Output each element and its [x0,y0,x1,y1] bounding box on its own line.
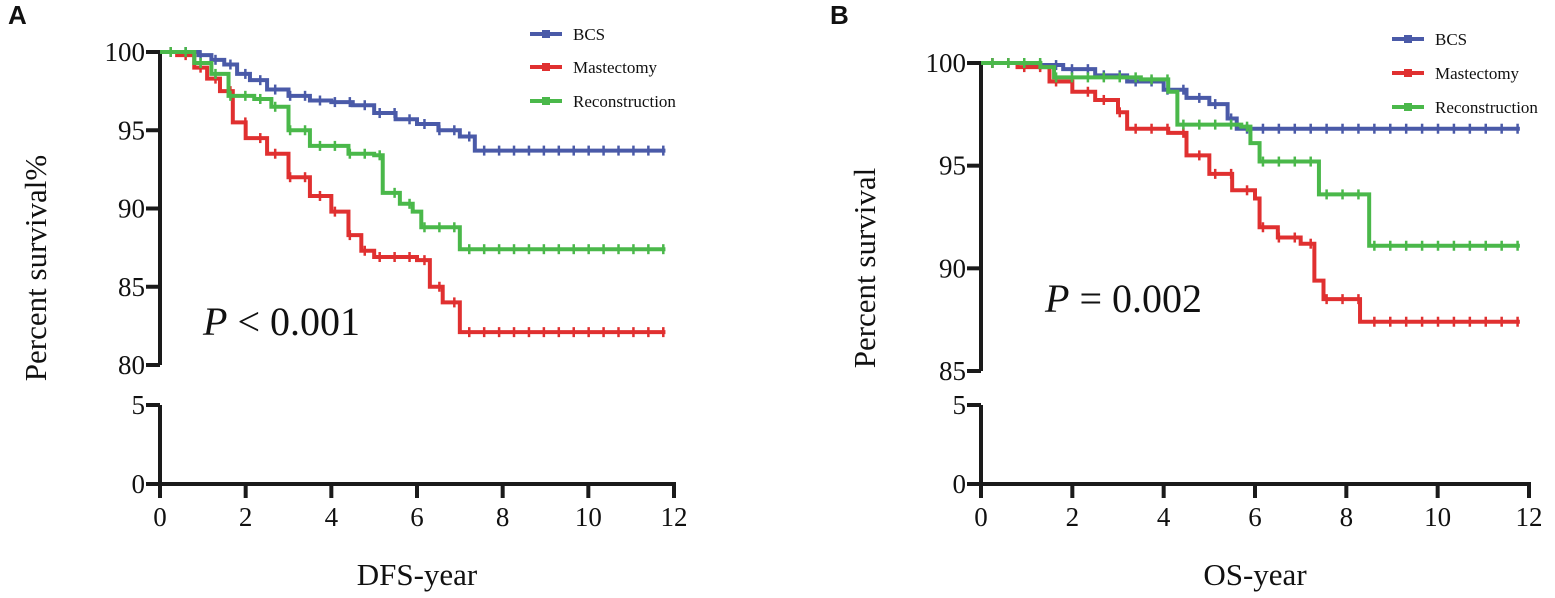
chart-panel-b: 85 90 95 100 0 5 0 2 4 6 8 10 12 OS-year Percent survi… [847,30,1543,592]
x-tick-label: 4 [1157,502,1171,532]
y-tick-label: 85 [118,272,145,302]
y-axis-title: Percent survival% [18,155,53,381]
legend-marker-reconstruction [1404,103,1412,111]
panel-letter-a: A [8,0,27,30]
legend-label-reconstruction: Reconstruction [1435,98,1538,117]
p-value-annotation: P = 0.002 [1044,276,1202,321]
y-tick-label: 100 [105,37,146,67]
series-line-reconstruction [981,61,1520,248]
x-tick-label: 0 [974,502,988,532]
y-axis-title: Percent survival [847,168,882,369]
y-tick-label: 90 [118,194,145,224]
y-tick-label: 5 [953,390,967,420]
x-axis-title: DFS-year [357,557,478,592]
legend-label-mastectomy: Mastectomy [1435,64,1520,83]
x-tick-label: 10 [575,502,602,532]
x-tick-label: 12 [661,502,688,532]
legend-marker-bcs [542,30,550,38]
series-line-bcs [981,61,1520,131]
legend-marker-mastectomy [542,63,550,71]
legend-marker-reconstruction [542,97,550,105]
x-tick-label: 4 [325,502,339,532]
y-tick-label: 5 [132,390,146,420]
x-tick-label: 8 [496,502,510,532]
x-tick-label: 6 [410,502,424,532]
panel-letter-b: B [830,0,849,30]
p-value-text: = 0.002 [1069,276,1202,321]
p-value-annotation: P < 0.001 [202,299,360,344]
x-tick-label: 2 [1066,502,1080,532]
chart-panel-a: 80 85 90 95 100 0 5 0 2 4 6 8 10 12 DFS-year Percent su… [18,25,688,592]
series-line-reconstruction [160,50,666,252]
x-tick-label: 6 [1248,502,1262,532]
legend-marker-bcs [1404,35,1412,43]
x-tick-label: 2 [239,502,253,532]
x-tick-label: 0 [153,502,167,532]
y-tick-label: 95 [939,151,966,181]
y-tick-label: 90 [939,253,966,283]
x-tick-label: 10 [1424,502,1451,532]
p-value-text: < 0.001 [227,299,360,344]
y-tick-label: 80 [118,350,145,380]
p-value-symbol: P [202,299,227,344]
y-tick-label: 95 [118,115,145,145]
y-tick-label: 100 [926,48,967,78]
legend-label-mastectomy: Mastectomy [573,58,658,77]
legend-marker-mastectomy [1404,69,1412,77]
y-tick-label: 0 [953,469,967,499]
x-tick-label: 12 [1516,502,1543,532]
p-value-symbol: P [1044,276,1069,321]
series-line-mastectomy [160,50,666,335]
x-tick-label: 8 [1340,502,1354,532]
series-line-mastectomy [981,61,1520,324]
legend-label-bcs: BCS [573,25,605,44]
legend-label-reconstruction: Reconstruction [573,92,676,111]
y-tick-label: 85 [939,356,966,386]
y-tick-label: 0 [132,469,146,499]
legend-label-bcs: BCS [1435,30,1467,49]
x-axis-title: OS-year [1203,557,1307,592]
